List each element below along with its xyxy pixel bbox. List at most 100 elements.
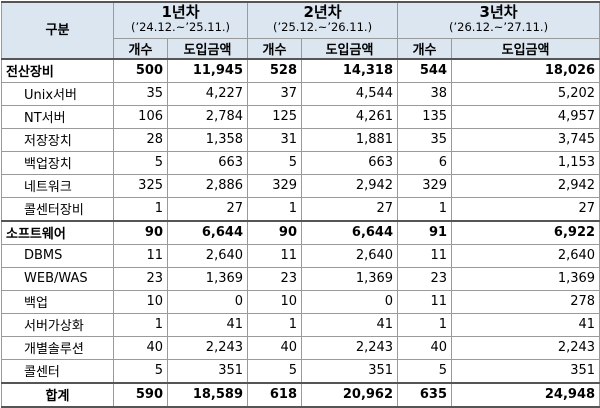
count-cell: 40 (397, 335, 453, 360)
count-cell: 635 (397, 381, 453, 408)
cost-cell: 1,153 (451, 150, 600, 175)
cost-cell: 18,026 (451, 57, 600, 83)
count-cell: 1 (113, 312, 168, 337)
cost-cell: 1,358 (166, 127, 249, 152)
year-3-period: (’26.12.~’27.11.) (449, 20, 549, 35)
year-1-header: 1년차 (’24.12.~’25.11.) (112, 1, 249, 39)
cost-cell: 24,948 (451, 381, 600, 408)
cost-cell: 1,369 (301, 266, 399, 291)
count-cell: 23 (113, 266, 168, 291)
cost-cell: 351 (166, 358, 249, 383)
year-3-cost-header: 도입금액 (451, 37, 600, 60)
count-cell: 90 (247, 219, 303, 245)
cost-cell: 0 (166, 289, 249, 314)
year-1-title: 1년차 (161, 3, 200, 22)
year-1-count-header: 개수 (113, 37, 168, 60)
year-1-cost-header: 도입금액 (166, 37, 249, 60)
row-label: 네트워크 (1, 173, 114, 198)
category-row: 전산장비 500 11,945 528 14,318 544 18,026 (1, 57, 600, 83)
count-cell: 5 (113, 150, 168, 175)
cost-cell: 0 (301, 289, 399, 314)
count-cell: 35 (397, 127, 453, 152)
table-row: Unix서버 35 4,227 37 4,544 38 5,202 (1, 81, 600, 106)
cost-cell: 6,922 (451, 219, 600, 245)
cost-cell: 351 (451, 358, 600, 383)
row-label: 백업장치 (1, 150, 114, 175)
row-label: DBMS (1, 243, 114, 268)
table-row: NT서버 106 2,784 125 4,261 135 4,957 (1, 104, 600, 129)
row-label: NT서버 (1, 104, 114, 129)
row-label: 합계 (1, 381, 114, 408)
count-cell: 5 (247, 150, 303, 175)
table-row: WEB/WAS 23 1,369 23 1,369 23 1,369 (1, 266, 600, 291)
cost-cell: 14,318 (301, 57, 399, 83)
count-cell: 528 (247, 57, 303, 83)
year-2-title: 2년차 (303, 3, 342, 22)
year-3-count-header: 개수 (397, 37, 453, 60)
count-cell: 5 (397, 358, 453, 383)
cost-cell: 11,945 (166, 57, 249, 83)
cost-cell: 2,886 (166, 173, 249, 198)
count-cell: 38 (397, 81, 453, 106)
year-2-cost-header: 도입금액 (301, 37, 399, 60)
count-cell: 106 (113, 104, 168, 129)
cost-cell: 1,369 (166, 266, 249, 291)
cost-cell: 41 (166, 312, 249, 337)
count-cell: 618 (247, 381, 303, 408)
count-cell: 23 (397, 266, 453, 291)
table-row: 백업 10 0 10 0 11 278 (1, 289, 600, 314)
year-2-header: 2년차 (’25.12.~’26.11.) (247, 1, 399, 39)
count-cell: 125 (247, 104, 303, 129)
cost-cell: 20,962 (301, 381, 399, 408)
row-label: 콜센터장비 (1, 196, 114, 221)
cost-cell: 278 (451, 289, 600, 314)
year-2-count-header: 개수 (247, 37, 303, 60)
cost-cell: 2,640 (301, 243, 399, 268)
table-row: 저장장치 28 1,358 31 1,881 35 3,745 (1, 127, 600, 152)
table-body: 전산장비 500 11,945 528 14,318 544 18,026 Unix서버 35 4… (1, 57, 600, 408)
row-label: WEB/WAS (1, 266, 114, 291)
count-cell: 11 (397, 289, 453, 314)
count-cell: 5 (113, 358, 168, 383)
count-cell: 31 (247, 127, 303, 152)
count-cell: 1 (247, 312, 303, 337)
year-3-header: 3년차 (’26.12.~’27.11.) (397, 1, 600, 39)
cost-cell: 2,243 (451, 335, 600, 360)
row-label: Unix서버 (1, 81, 114, 106)
table-row: DBMS 11 2,640 11 2,640 11 2,640 (1, 243, 600, 268)
row-label: 서버가상화 (1, 312, 114, 337)
count-cell: 11 (247, 243, 303, 268)
count-cell: 91 (397, 219, 453, 245)
row-label: 개별솔루션 (1, 335, 114, 360)
count-cell: 5 (247, 358, 303, 383)
category-row: 소프트웨어 90 6,644 90 6,644 91 6,922 (1, 219, 600, 245)
cost-cell: 351 (301, 358, 399, 383)
cost-cell: 18,589 (166, 381, 249, 408)
count-cell: 11 (397, 243, 453, 268)
cost-cell: 663 (301, 150, 399, 175)
cost-cell: 1,881 (301, 127, 399, 152)
count-cell: 6 (397, 150, 453, 175)
row-label: 저장장치 (1, 127, 114, 152)
cost-cell: 2,243 (301, 335, 399, 360)
row-label: 콜센터 (1, 358, 114, 383)
table-row: 서버가상화 1 41 1 41 1 41 (1, 312, 600, 337)
cost-cell: 3,745 (451, 127, 600, 152)
year-2-period: (’25.12.~’26.11.) (272, 20, 373, 35)
cost-cell: 2,640 (451, 243, 600, 268)
cost-cell: 6,644 (301, 219, 399, 245)
count-cell: 329 (397, 173, 453, 198)
count-cell: 23 (247, 266, 303, 291)
count-cell: 1 (397, 196, 453, 221)
count-cell: 35 (113, 81, 168, 106)
cost-cell: 663 (166, 150, 249, 175)
count-cell: 10 (113, 289, 168, 314)
cost-cell: 4,544 (301, 81, 399, 106)
cost-cell: 4,957 (451, 104, 600, 129)
cost-cell: 41 (301, 312, 399, 337)
cost-cell: 6,644 (166, 219, 249, 245)
cost-cell: 2,942 (451, 173, 600, 198)
cost-cell: 2,243 (166, 335, 249, 360)
cost-cell: 4,227 (166, 81, 249, 106)
count-cell: 1 (113, 196, 168, 221)
